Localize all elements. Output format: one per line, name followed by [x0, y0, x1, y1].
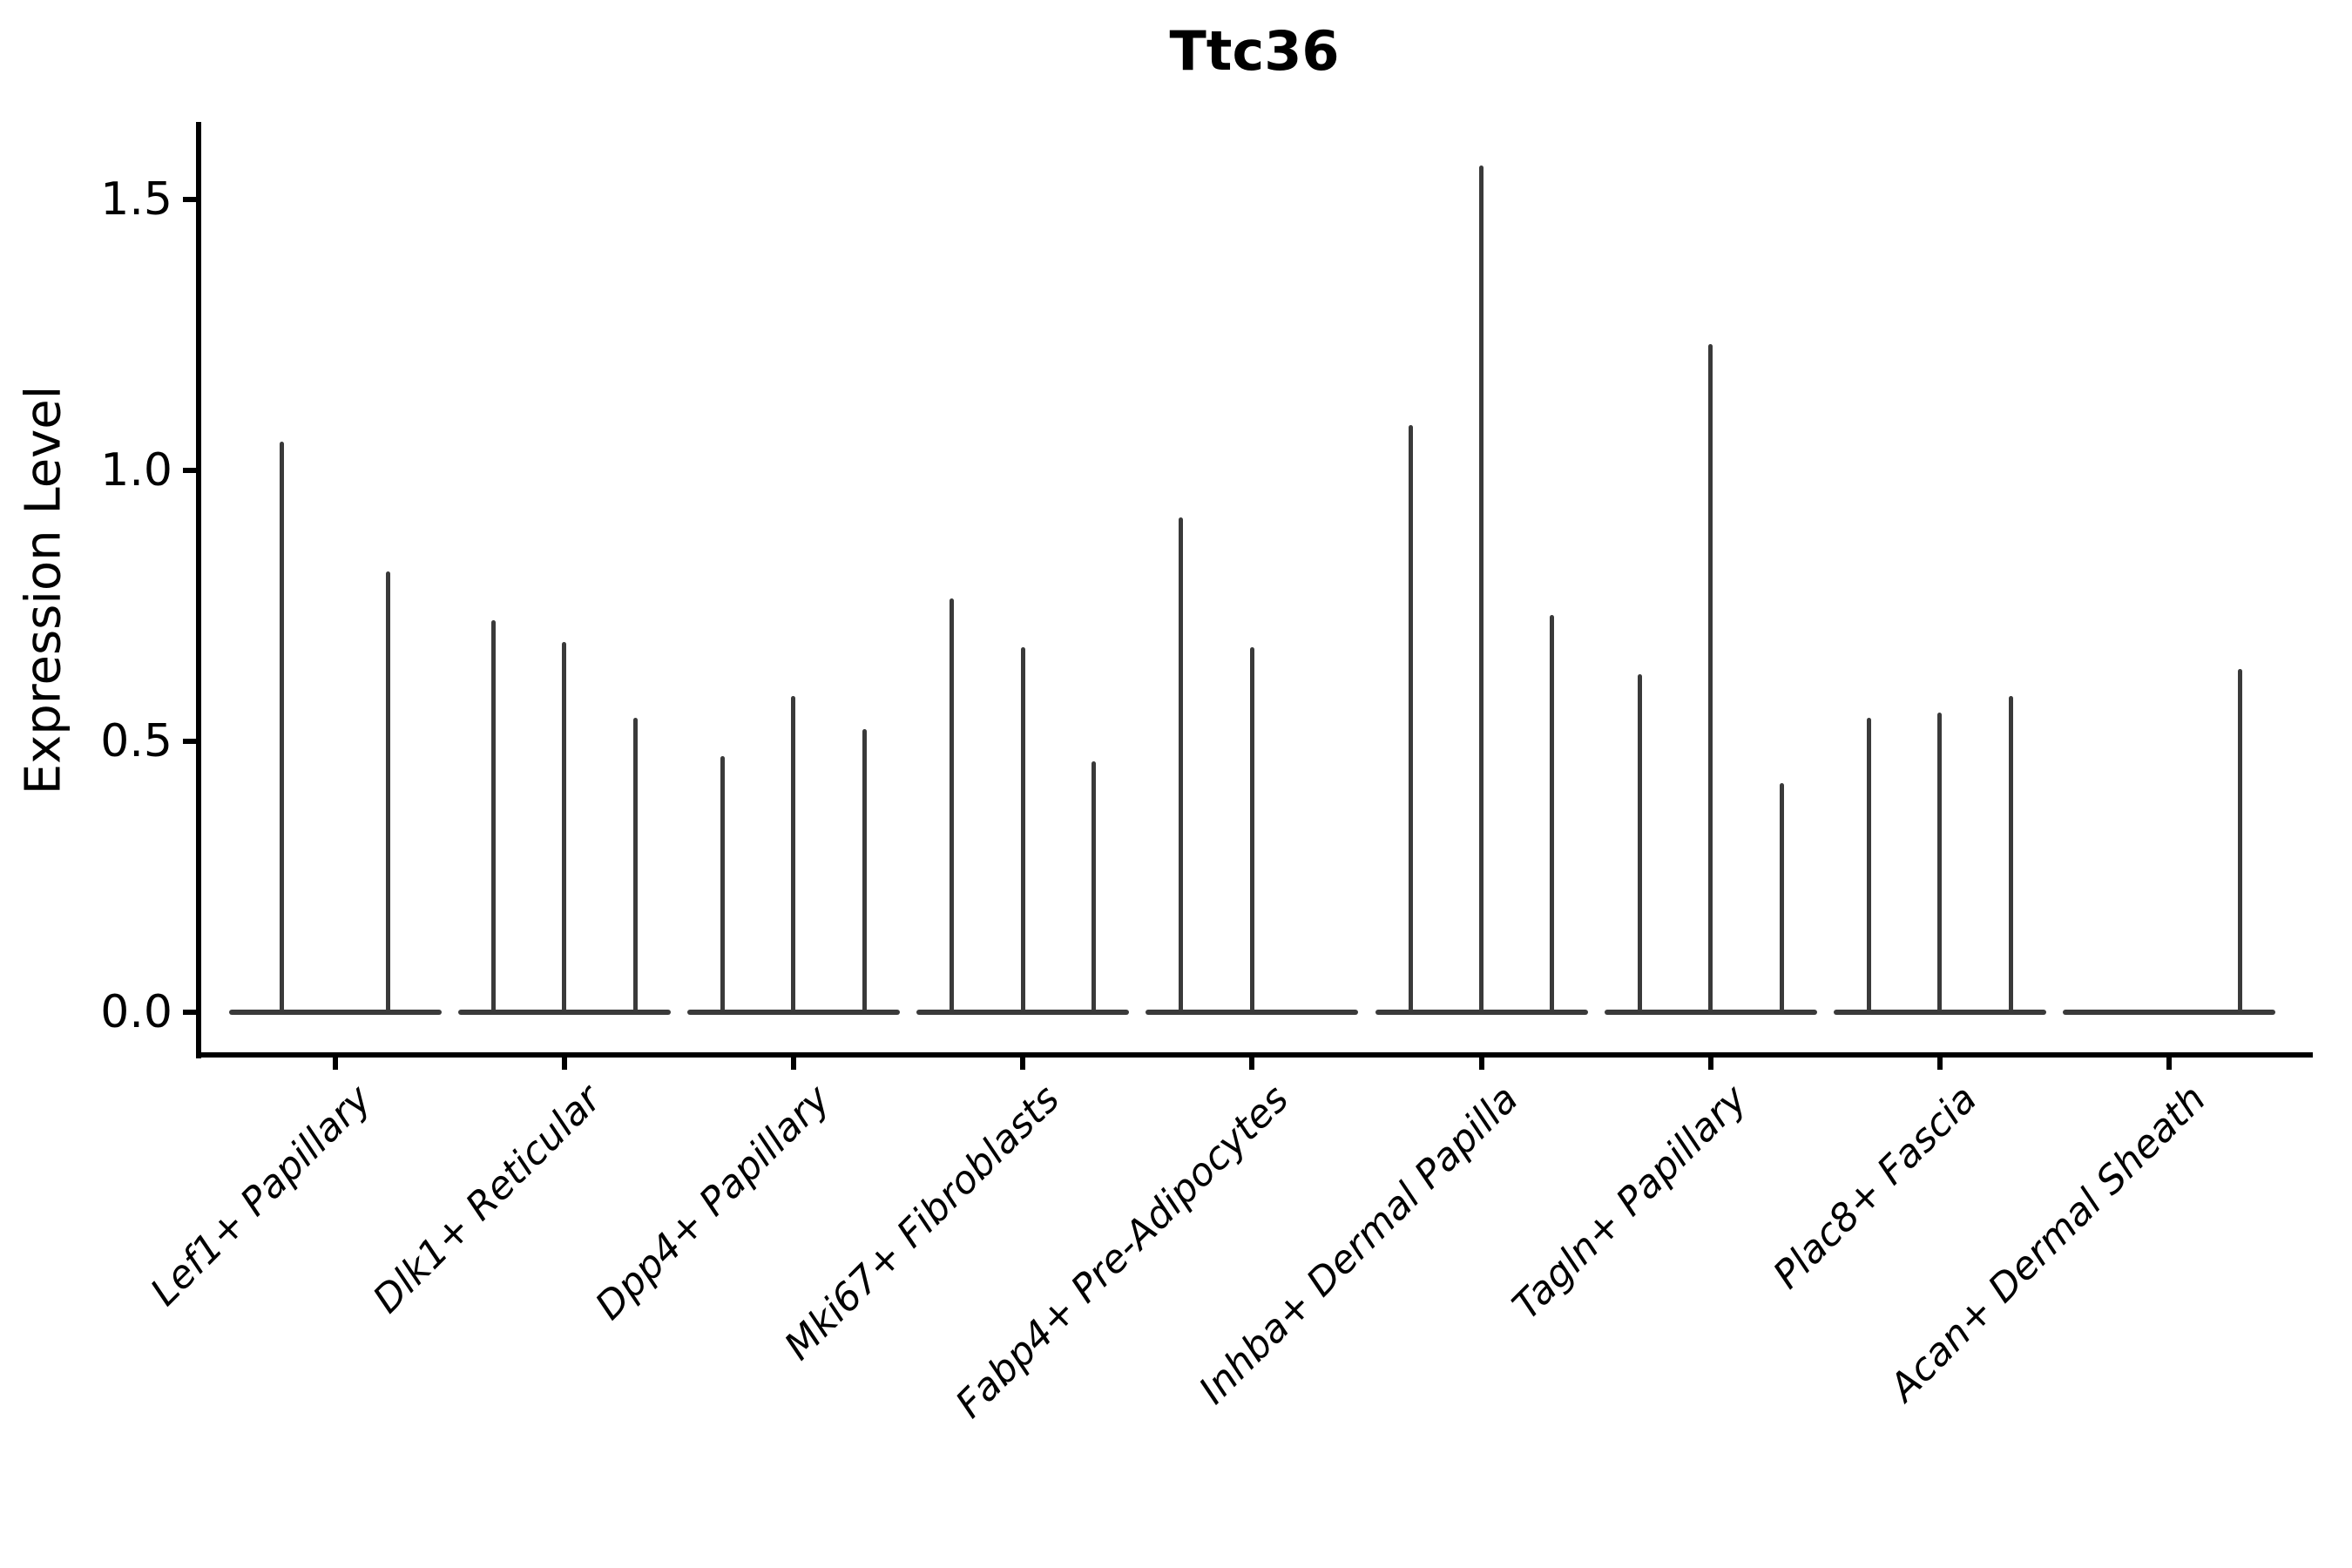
y-tick-label: 1.0	[100, 444, 172, 497]
violin-spike	[1249, 647, 1254, 1014]
x-tick	[1020, 1058, 1026, 1070]
violin-spike	[2237, 669, 2242, 1014]
x-tick	[1478, 1058, 1484, 1070]
x-tick	[561, 1058, 567, 1070]
y-tick-label: 0.0	[100, 986, 172, 1038]
x-tick-label: Lef1+ Papillary	[142, 1077, 381, 1315]
x-tick-label: Dlk1+ Reticular	[364, 1077, 610, 1322]
x-tick	[332, 1058, 338, 1070]
violin-spike	[1779, 782, 1784, 1014]
violin-spike	[632, 718, 638, 1014]
violin-spike	[1708, 343, 1713, 1014]
violin-body-baseline	[228, 1010, 442, 1015]
y-tick	[183, 739, 196, 744]
violin-spike	[720, 755, 726, 1014]
violin-spike	[1550, 614, 1555, 1014]
chart-title: Ttc36	[1169, 19, 1340, 83]
x-tick	[790, 1058, 796, 1070]
violin-spike	[791, 696, 796, 1014]
violin-spike	[862, 728, 867, 1014]
violin-spike	[1179, 517, 1184, 1014]
violin-spike	[1937, 712, 1943, 1014]
violin-spike	[1020, 647, 1025, 1014]
y-tick	[183, 468, 196, 473]
violin-spike	[1479, 165, 1484, 1014]
violin-spike	[280, 441, 284, 1014]
y-tick	[183, 197, 196, 202]
violin-spike	[2008, 696, 2013, 1014]
x-tick	[1936, 1058, 1943, 1070]
y-tick-label: 0.5	[100, 715, 172, 767]
x-tick-label: Plac8+ Fascia	[1764, 1077, 1985, 1298]
y-tick-label: 1.5	[100, 173, 172, 226]
violin-spike	[562, 642, 567, 1014]
violin-spike	[1408, 425, 1413, 1014]
x-tick-label: Tagln+ Papillary	[1504, 1077, 1756, 1328]
violin-spike	[1637, 674, 1642, 1014]
violin-spike	[1867, 718, 1872, 1014]
violin-body-baseline	[2063, 1010, 2276, 1015]
x-tick	[1249, 1058, 1255, 1070]
y-tick	[183, 1010, 196, 1015]
violin-spike	[950, 598, 955, 1014]
violin-spike	[490, 620, 496, 1014]
y-axis-spine	[196, 122, 201, 1058]
violin-spike	[386, 571, 390, 1014]
x-tick-label: Dpp4+ Papillary	[586, 1077, 839, 1329]
x-tick	[1707, 1058, 1713, 1070]
x-tick	[2166, 1058, 2173, 1070]
violin-spike	[1091, 760, 1096, 1014]
x-axis-spine	[196, 1052, 2313, 1058]
